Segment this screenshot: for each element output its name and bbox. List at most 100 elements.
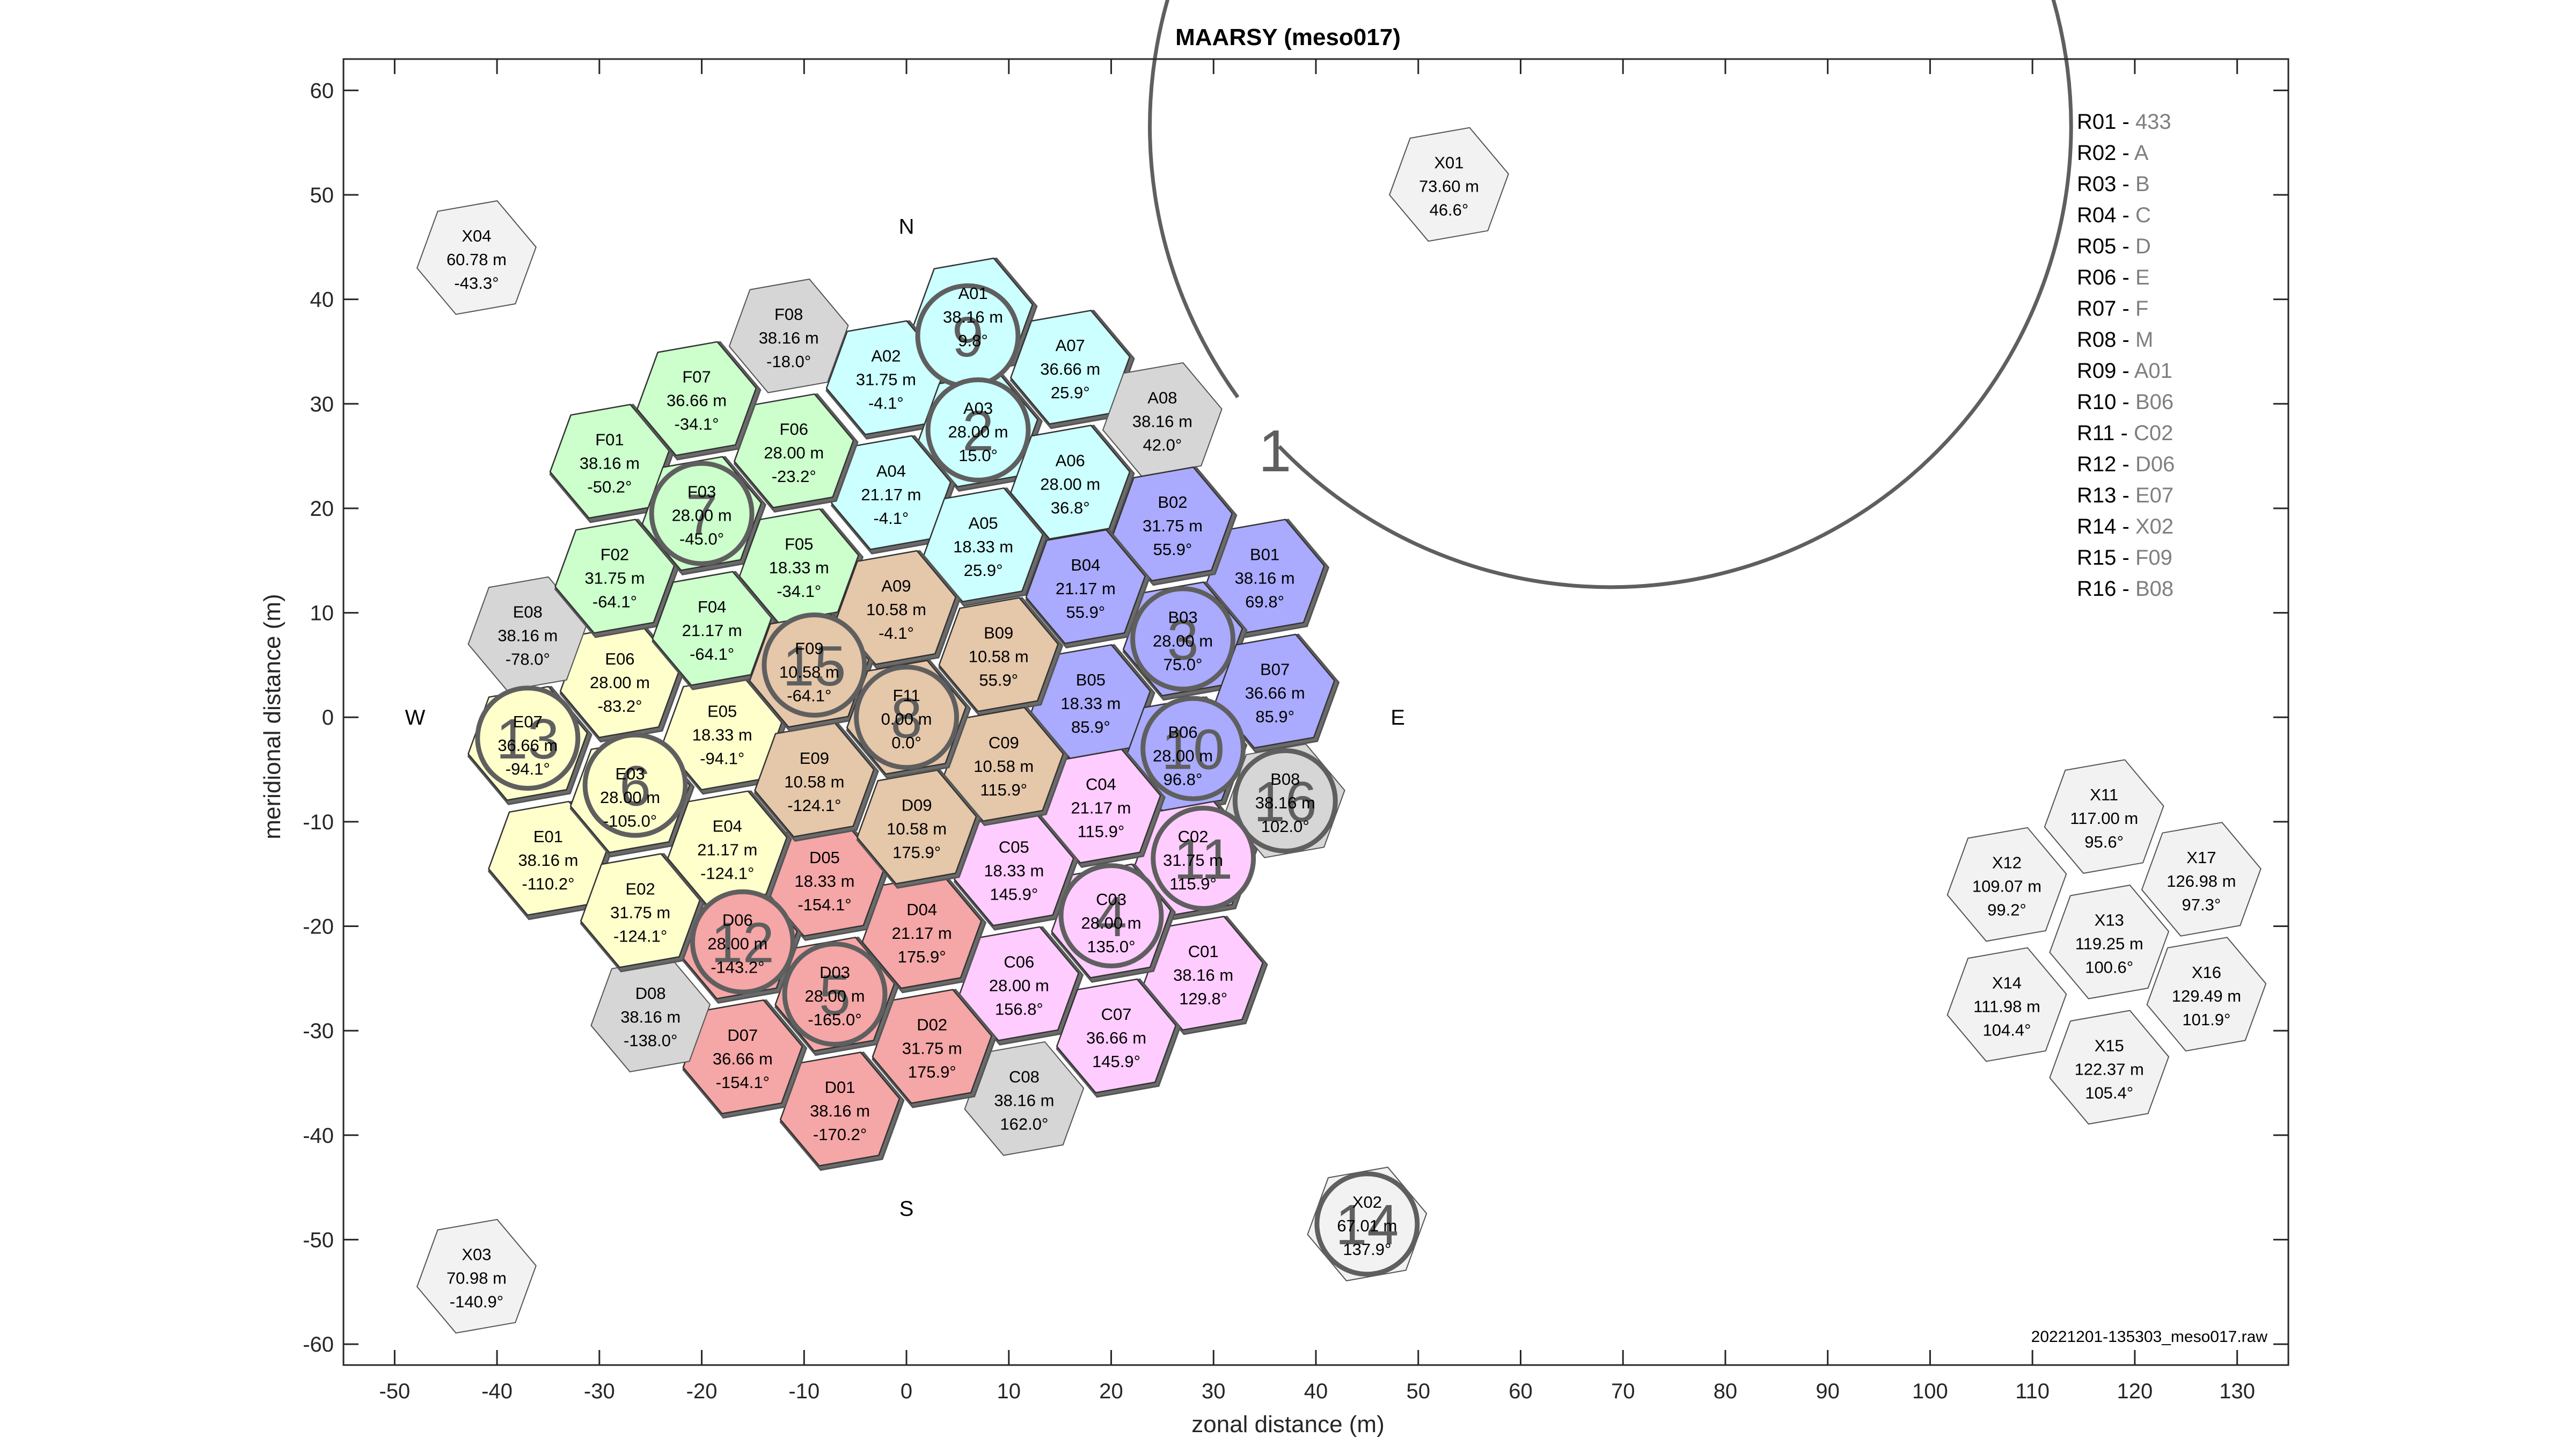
legend-value: E bbox=[2135, 266, 2150, 289]
legend-entry-r01: R01 - 433 bbox=[2077, 110, 2171, 134]
hexagon-f04 bbox=[652, 571, 777, 690]
legend-key: R01 bbox=[2077, 110, 2116, 134]
source-filename: 20221201-135303_meso017.raw bbox=[2031, 1328, 2268, 1346]
hexagon-label-f11-id: F11 bbox=[892, 686, 920, 705]
hexagon-label-a08-azimuth: 42.0° bbox=[1143, 436, 1182, 455]
receiver-6: 6 bbox=[582, 732, 688, 838]
hexagon-label-a04-distance: 21.17 m bbox=[861, 485, 921, 504]
hexagon-label-b05-id: B05 bbox=[1076, 670, 1106, 689]
y-tick-label: 0 bbox=[322, 706, 334, 729]
hexagon-label-c03-id: C03 bbox=[1096, 890, 1126, 909]
receiver-number-9: 9 bbox=[952, 305, 984, 369]
hexagon-x11 bbox=[2044, 759, 2164, 874]
hexagon-label-f02-distance: 31.75 m bbox=[584, 568, 645, 587]
hexagon-label-a02-id: A02 bbox=[871, 347, 901, 366]
hexagon-label-a08-distance: 38.16 m bbox=[1132, 412, 1192, 431]
hexagon-b05 bbox=[1030, 644, 1155, 764]
hexagon-label-f05-distance: 18.33 m bbox=[769, 558, 829, 577]
hexagon-label-c04-id: C04 bbox=[1086, 775, 1116, 794]
hexagon-a09 bbox=[836, 550, 961, 670]
hexagon-label-c01-id: C01 bbox=[1188, 942, 1219, 961]
hexagon-label-b02-id: B02 bbox=[1158, 493, 1187, 512]
hexagon-label-x13-distance: 119.25 m bbox=[2075, 935, 2143, 953]
hexagon-label-f01-id: F01 bbox=[595, 430, 624, 449]
receiver-number-5: 5 bbox=[819, 964, 851, 1027]
legend-entry-r15: R15 - F09 bbox=[2077, 546, 2172, 570]
hexagon-label-a09-id: A09 bbox=[881, 577, 911, 595]
hexagon-label-f02-azimuth: -64.1° bbox=[592, 592, 637, 611]
compass-label-s: S bbox=[899, 1197, 914, 1221]
receiver-number-3: 3 bbox=[1167, 608, 1199, 672]
x-tick-label: -40 bbox=[481, 1380, 513, 1403]
x-tick-label: 10 bbox=[997, 1380, 1021, 1403]
hexagon-label-c07-distance: 36.66 m bbox=[1086, 1028, 1146, 1047]
x-tick-label: 120 bbox=[2117, 1380, 2153, 1403]
hexagon-label-x03-azimuth: -140.9° bbox=[450, 1293, 503, 1311]
hexagon-label-d08-azimuth: -138.0° bbox=[624, 1031, 677, 1050]
hexagon-b01 bbox=[1204, 519, 1330, 638]
hexagon-label-b08-azimuth: 102.0° bbox=[1261, 817, 1309, 836]
hexagon-label-a06-id: A06 bbox=[1056, 451, 1085, 470]
hexagon-label-e09-id: E09 bbox=[800, 749, 829, 768]
hexagon-label-e07-distance: 36.66 m bbox=[497, 736, 558, 755]
hexagon-label-e06-azimuth: -83.2° bbox=[597, 697, 642, 716]
hexagon-label-x17-id: X17 bbox=[2186, 848, 2216, 867]
hexagon-label-e07-azimuth: -94.1° bbox=[506, 760, 550, 778]
hexagon-label-x16-azimuth: 101.9° bbox=[2182, 1010, 2230, 1029]
hexagon-label-a01-distance: 38.16 m bbox=[943, 308, 1003, 326]
hexagon-label-b07-azimuth: 85.9° bbox=[1255, 707, 1294, 726]
hexagon-label-b01-azimuth: 69.8° bbox=[1245, 592, 1284, 611]
legend-key: R16 bbox=[2077, 577, 2116, 601]
receiver-layer: 9 2 3 10 16 4 11 5 12 6 13 7 15 8 14 bbox=[475, 283, 1420, 1277]
hexagon-label-d06-distance: 28.00 m bbox=[707, 935, 767, 953]
hexagon-label-f06-azimuth: -23.2° bbox=[772, 467, 816, 486]
hexagon-label-d04-distance: 21.17 m bbox=[892, 924, 952, 943]
hexagon-label-e09-distance: 10.58 m bbox=[784, 772, 844, 791]
hexagon-label-a07-distance: 36.66 m bbox=[1040, 360, 1100, 378]
legend-entry-r13: R13 - E07 bbox=[2077, 484, 2174, 507]
hexagon-label-f01-distance: 38.16 m bbox=[580, 454, 640, 472]
hexagon-b02 bbox=[1112, 466, 1238, 586]
hexagon-label-x02-distance: 67.01 m bbox=[1337, 1216, 1397, 1235]
hexagon-label-a01-id: A01 bbox=[958, 284, 987, 303]
hexagon-label-b02-azimuth: 55.9° bbox=[1153, 540, 1192, 559]
hexagon-label-c01-distance: 38.16 m bbox=[1173, 966, 1233, 984]
receiver-number-13: 13 bbox=[496, 707, 559, 771]
hexagon-label-a09-azimuth: -4.1° bbox=[879, 624, 914, 643]
hexagon-label-a02-distance: 31.75 m bbox=[856, 370, 916, 389]
hexagon-label-x13-azimuth: 100.6° bbox=[2085, 958, 2133, 977]
hexagon-c05 bbox=[953, 811, 1079, 931]
y-tick-label: -40 bbox=[303, 1124, 334, 1148]
hexagon-e09 bbox=[753, 722, 879, 842]
hexagon-label-b01-id: B01 bbox=[1250, 545, 1279, 564]
hexagon-label-x13-id: X13 bbox=[2095, 911, 2124, 930]
receiver-number-8: 8 bbox=[891, 687, 923, 750]
hexagon-label-f05-id: F05 bbox=[785, 535, 813, 553]
receiver-number-16: 16 bbox=[1254, 770, 1317, 834]
hexagon-label-b05-distance: 18.33 m bbox=[1060, 694, 1121, 713]
hexagon-label-c02-azimuth: 115.9° bbox=[1169, 874, 1217, 893]
hexagon-label-a06-distance: 28.00 m bbox=[1040, 475, 1100, 493]
hexagon-label-a08-id: A08 bbox=[1147, 389, 1177, 407]
hexagon-label-e08-azimuth: -78.0° bbox=[506, 650, 550, 669]
legend-key: R09 bbox=[2077, 359, 2116, 383]
hexagon-label-f04-id: F04 bbox=[698, 597, 726, 616]
hexagon-label-e02-azimuth: -124.1° bbox=[613, 926, 667, 945]
legend-value: 433 bbox=[2135, 110, 2171, 134]
hexagon-label-d08-id: D08 bbox=[635, 984, 666, 1003]
hexagon-label-e08-id: E08 bbox=[513, 603, 543, 622]
hexagon-x04 bbox=[416, 200, 537, 315]
hexagon-label-x14-distance: 111.98 m bbox=[1973, 997, 2040, 1016]
legend-entry-r07: R07 - F bbox=[2077, 297, 2148, 320]
legend-entry-r03: R03 - B bbox=[2077, 172, 2150, 196]
legend-value: M bbox=[2135, 328, 2153, 352]
hexagon-label-x12-azimuth: 99.2° bbox=[1987, 901, 2026, 920]
legend-key: R12 bbox=[2077, 453, 2116, 476]
receiver-11: 11 bbox=[1151, 806, 1256, 911]
hexagon-label-d09-azimuth: 175.9° bbox=[892, 843, 941, 862]
legend-key: R11 bbox=[2077, 421, 2114, 445]
receiver-number-11: 11 bbox=[1174, 828, 1233, 891]
hexagon-label-e07-id: E07 bbox=[513, 712, 543, 731]
hexagon-label-b03-id: B03 bbox=[1168, 608, 1197, 626]
